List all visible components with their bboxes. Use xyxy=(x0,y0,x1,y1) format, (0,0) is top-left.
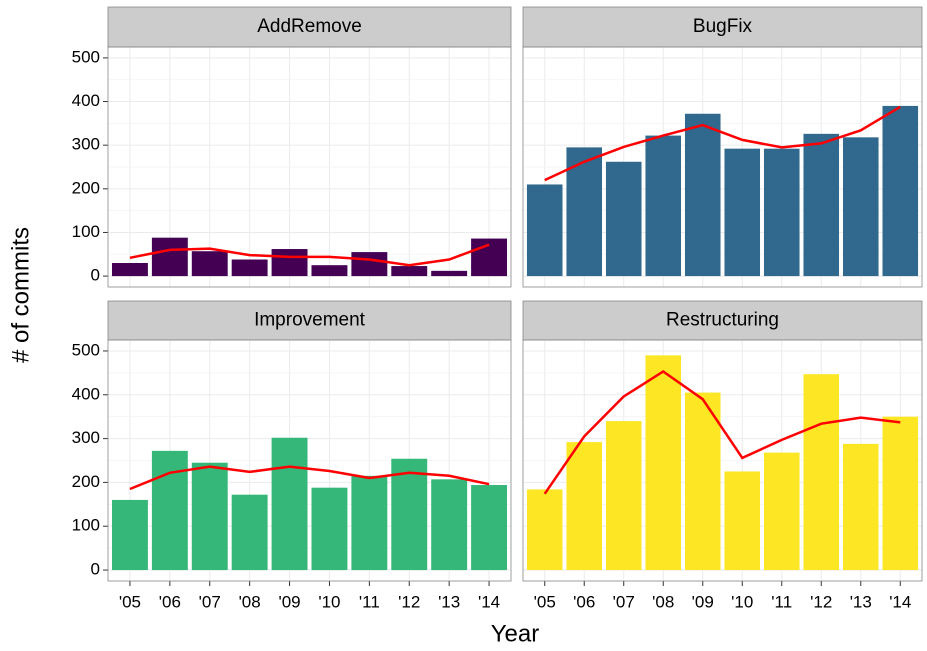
bar xyxy=(882,416,919,571)
x-tick-label: '11 xyxy=(359,592,380,611)
bar xyxy=(431,270,468,277)
bar xyxy=(605,421,642,571)
strip-label: BugFix xyxy=(693,16,753,37)
bar xyxy=(724,471,761,571)
x-tick-label: '10 xyxy=(731,592,753,611)
bar xyxy=(391,458,428,571)
bar xyxy=(605,161,642,277)
bar xyxy=(271,249,308,277)
x-tick-label: '14 xyxy=(889,592,911,611)
bar xyxy=(526,184,563,277)
y-tick-label: 300 xyxy=(72,135,100,154)
bar xyxy=(271,437,308,571)
trend-line xyxy=(543,369,901,495)
bar xyxy=(763,148,800,277)
strip xyxy=(107,6,512,48)
trend-line xyxy=(129,465,490,491)
bar xyxy=(803,133,840,277)
x-tick-label: '12 xyxy=(810,592,832,611)
bar xyxy=(724,148,761,277)
panel-border xyxy=(107,339,512,582)
y-tick-label: 500 xyxy=(72,340,100,359)
bar xyxy=(231,494,268,571)
x-tick-label: '07 xyxy=(613,592,635,611)
y-tick-label: 300 xyxy=(72,428,100,447)
x-tick-label: '09 xyxy=(278,592,300,611)
bar xyxy=(684,392,721,571)
bar xyxy=(431,479,468,571)
y-tick-label: 200 xyxy=(72,472,100,491)
bar xyxy=(351,475,388,571)
bar xyxy=(645,355,682,571)
bar xyxy=(645,135,682,277)
bar xyxy=(231,259,268,277)
y-tick-label: 400 xyxy=(72,91,100,110)
bar xyxy=(842,443,879,571)
bar xyxy=(191,251,228,277)
bar xyxy=(111,263,148,277)
bar xyxy=(471,485,508,571)
x-tick-label: '13 xyxy=(850,592,872,611)
x-tick-label: '07 xyxy=(199,592,221,611)
x-tick-label: '05 xyxy=(534,592,556,611)
bar xyxy=(471,238,508,277)
x-tick-label: '06 xyxy=(159,592,181,611)
bar xyxy=(526,489,563,571)
trend-line xyxy=(544,105,901,182)
x-tick-label: '13 xyxy=(438,592,460,611)
x-tick-label: '08 xyxy=(652,592,674,611)
strip-label: Improvement xyxy=(254,310,366,331)
bar xyxy=(803,374,840,571)
bar xyxy=(763,452,800,571)
panel-border xyxy=(522,339,923,582)
panel-border xyxy=(107,46,512,288)
x-tick-label: '06 xyxy=(573,592,595,611)
y-tick-label: 0 xyxy=(91,266,100,285)
y-axis-title: # of commits xyxy=(7,227,34,363)
bar xyxy=(351,252,388,277)
strip xyxy=(522,6,923,48)
strip xyxy=(107,300,512,341)
bar xyxy=(566,442,603,571)
bar xyxy=(391,266,428,277)
x-tick-label: '10 xyxy=(318,592,340,611)
x-tick-label: '14 xyxy=(478,592,500,611)
x-tick-label: '08 xyxy=(239,592,261,611)
x-tick-label: '11 xyxy=(771,592,792,611)
x-axis-title: Year xyxy=(491,620,540,647)
strip-label: AddRemove xyxy=(257,16,362,37)
strip xyxy=(522,300,923,341)
y-tick-label: 0 xyxy=(91,560,100,579)
bar xyxy=(311,265,348,277)
bar xyxy=(566,147,603,277)
x-tick-label: '09 xyxy=(692,592,714,611)
y-tick-label: 200 xyxy=(72,178,100,197)
y-tick-label: 500 xyxy=(72,47,100,66)
strip-label: Restructuring xyxy=(666,310,779,331)
y-tick-label: 100 xyxy=(72,222,100,241)
panel-border xyxy=(522,46,923,288)
x-tick-label: '05 xyxy=(119,592,141,611)
bar xyxy=(111,499,148,571)
bar xyxy=(311,487,348,571)
bar xyxy=(842,137,879,277)
x-tick-label: '12 xyxy=(398,592,420,611)
y-tick-label: 100 xyxy=(72,516,100,535)
bar xyxy=(882,105,919,277)
bar xyxy=(151,450,188,571)
bar xyxy=(191,462,228,571)
y-tick-label: 400 xyxy=(72,384,100,403)
bar xyxy=(151,237,188,277)
bar xyxy=(684,113,721,277)
trend-line xyxy=(129,243,490,267)
